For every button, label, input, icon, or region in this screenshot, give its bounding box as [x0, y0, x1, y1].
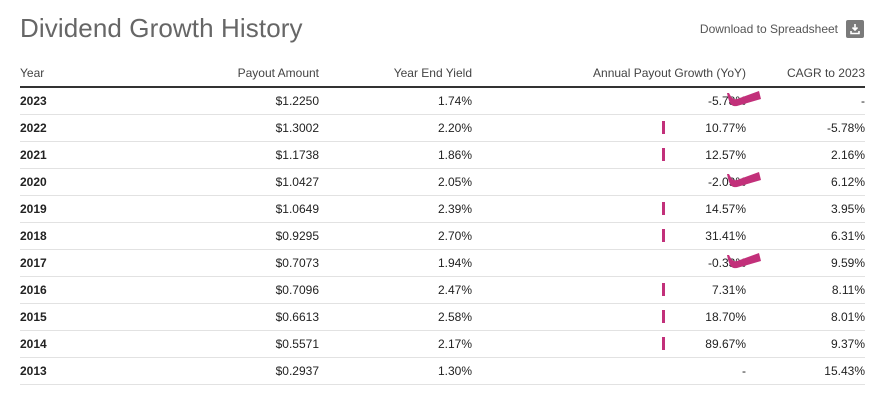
cell-annual-payout-growth: 7.31%: [472, 276, 746, 304]
cell-annual-payout-growth: 14.57%: [472, 195, 746, 223]
table-row: 2014 $0.5571 2.17% 89.67% 9.37%: [20, 330, 865, 358]
table-row: 2023 $1.2250 1.74% -5.78% -: [20, 87, 865, 115]
table-row: 2016 $0.7096 2.47% 7.31% 8.11%: [20, 276, 865, 304]
cell-year-end-yield: 2.70%: [319, 222, 472, 250]
cell-payout-amount: $0.6613: [100, 303, 319, 331]
download-label: Download to Spreadsheet: [699, 22, 838, 36]
cell-year: 2021: [20, 141, 100, 169]
cell-year: 2018: [20, 222, 100, 250]
cell-year: 2020: [20, 168, 100, 196]
cell-cagr: 9.37%: [746, 330, 865, 358]
cell-year-end-yield: 2.17%: [319, 330, 472, 358]
cell-cagr: -: [746, 87, 865, 115]
cell-annual-payout-growth: 10.77%: [472, 114, 746, 142]
cell-year-end-yield: 1.74%: [319, 87, 472, 115]
column-header-year[interactable]: Year: [20, 60, 100, 88]
table-header-row: Year Payout Amount Year End Yield Annual…: [20, 60, 865, 88]
download-spreadsheet-button[interactable]: Download to Spreadsheet: [700, 20, 864, 38]
cell-year-end-yield: 2.47%: [319, 276, 472, 304]
cell-payout-amount: $0.7073: [100, 249, 319, 277]
page-title: Dividend Growth History: [20, 13, 303, 43]
cell-annual-payout-growth: 31.41%: [472, 222, 746, 250]
cell-annual-payout-growth: 89.67%: [472, 330, 746, 358]
column-header-annual-payout-growth[interactable]: Annual Payout Growth (YoY): [472, 60, 746, 88]
table-row: 2018 $0.9295 2.70% 31.41% 6.31%: [20, 222, 865, 250]
cell-annual-payout-growth: 12.57%: [472, 141, 746, 169]
cell-year: 2016: [20, 276, 100, 304]
cell-annual-payout-growth: -5.78%: [472, 87, 746, 115]
cell-cagr: 3.95%: [746, 195, 865, 223]
table-row: 2022 $1.3002 2.20% 10.77% -5.78%: [20, 114, 865, 142]
cell-cagr: -5.78%: [746, 114, 865, 142]
cell-annual-payout-growth: -: [472, 357, 746, 385]
cell-cagr: 6.31%: [746, 222, 865, 250]
dividend-growth-table: Year Payout Amount Year End Yield Annual…: [20, 60, 865, 385]
cell-payout-amount: $1.0427: [100, 168, 319, 196]
column-header-payout-amount[interactable]: Payout Amount: [100, 60, 319, 88]
cell-year: 2022: [20, 114, 100, 142]
cell-payout-amount: $0.9295: [100, 222, 319, 250]
cell-annual-payout-growth: -2.09%: [472, 168, 746, 196]
cell-year: 2017: [20, 249, 100, 277]
cell-payout-amount: $0.5571: [100, 330, 319, 358]
cell-payout-amount: $1.3002: [100, 114, 319, 142]
cell-year-end-yield: 1.86%: [319, 141, 472, 169]
cell-cagr: 15.43%: [746, 357, 865, 385]
cell-payout-amount: $1.0649: [100, 195, 319, 223]
cell-year-end-yield: 2.20%: [319, 114, 472, 142]
cell-year: 2023: [20, 87, 100, 115]
download-icon[interactable]: [846, 20, 864, 38]
cell-year-end-yield: 2.39%: [319, 195, 472, 223]
table-row: 2021 $1.1738 1.86% 12.57% 2.16%: [20, 141, 865, 169]
cell-year-end-yield: 2.58%: [319, 303, 472, 331]
table-row: 2017 $0.7073 1.94% -0.33% 9.59%: [20, 249, 865, 277]
cell-year-end-yield: 1.30%: [319, 357, 472, 385]
cell-cagr: 6.12%: [746, 168, 865, 196]
cell-payout-amount: $0.7096: [100, 276, 319, 304]
cell-payout-amount: $0.2937: [100, 357, 319, 385]
cell-payout-amount: $1.1738: [100, 141, 319, 169]
column-header-cagr[interactable]: CAGR to 2023: [746, 60, 865, 88]
column-header-year-end-yield[interactable]: Year End Yield: [319, 60, 472, 88]
cell-cagr: 8.01%: [746, 303, 865, 331]
cell-year: 2013: [20, 357, 100, 385]
cell-cagr: 2.16%: [746, 141, 865, 169]
cell-year-end-yield: 1.94%: [319, 249, 472, 277]
table-row: 2015 $0.6613 2.58% 18.70% 8.01%: [20, 303, 865, 331]
cell-year: 2019: [20, 195, 100, 223]
table-row: 2020 $1.0427 2.05% -2.09% 6.12%: [20, 168, 865, 196]
cell-payout-amount: $1.2250: [100, 87, 319, 115]
cell-annual-payout-growth: 18.70%: [472, 303, 746, 331]
cell-year-end-yield: 2.05%: [319, 168, 472, 196]
cell-cagr: 8.11%: [746, 276, 865, 304]
cell-cagr: 9.59%: [746, 249, 865, 277]
cell-year: 2014: [20, 330, 100, 358]
table-row: 2013 $0.2937 1.30% -15.43%: [20, 357, 865, 385]
cell-year: 2015: [20, 303, 100, 331]
cell-annual-payout-growth: -0.33%: [472, 249, 746, 277]
table-row: 2019 $1.0649 2.39% 14.57% 3.95%: [20, 195, 865, 223]
